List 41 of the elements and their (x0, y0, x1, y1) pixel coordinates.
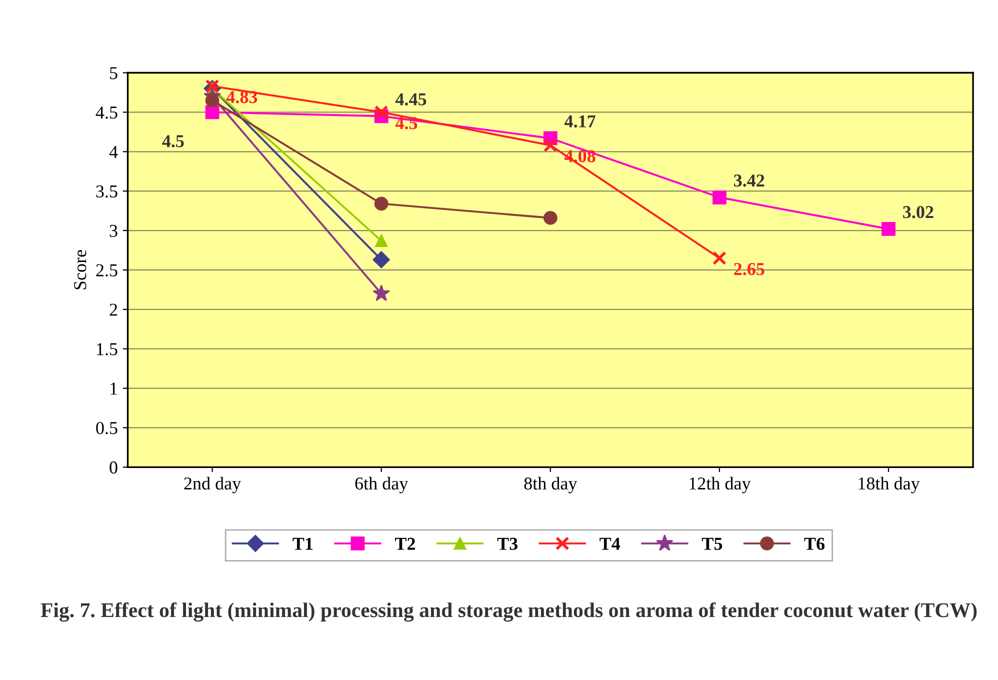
y-tick-label: 2 (110, 304, 118, 316)
x-tick-label: 2nd day (184, 476, 242, 494)
legend-label: T1 (292, 538, 313, 550)
x-tick-label: 18th day (858, 476, 920, 494)
point (205, 93, 220, 108)
y-tick-label: 0 (110, 461, 118, 474)
point (372, 251, 390, 268)
y-tick-label: 4.5 (96, 106, 118, 119)
data-label: 4.17 (564, 115, 596, 128)
y-tick-label: 1.5 (97, 343, 118, 356)
legend-label: T5 (702, 538, 722, 550)
data-label: 2.65 (734, 263, 764, 276)
y-axis-title: Score (74, 250, 86, 290)
y-tick-label: 1 (110, 382, 117, 395)
x-tick-label: 6th day (355, 476, 408, 494)
data-label: 4.45 (395, 93, 426, 106)
data-label: 4.5 (162, 135, 184, 148)
data-label: 3.42 (734, 174, 764, 187)
x-tick-label: 12th day (690, 476, 751, 494)
y-tick-label: 2.5 (96, 264, 118, 276)
y-tick-label: 3.5 (96, 185, 118, 198)
legend-label: T4 (600, 538, 620, 550)
x-tick-label: 8th day (524, 476, 578, 494)
point (374, 105, 388, 120)
point (375, 234, 388, 248)
y-tick-label: 4 (109, 146, 118, 158)
point (372, 284, 390, 302)
legend-label: T3 (497, 538, 518, 550)
legend-label: T2 (394, 538, 416, 550)
y-tick-label: 5 (110, 67, 118, 80)
y-tick-label: 3 (110, 224, 118, 237)
point (882, 222, 896, 236)
legend-label: T6 (804, 538, 825, 550)
text: Fig. 7. Effect of light (minimal) processing and storage methods on aroma of tender coconut water (TCW) (40, 602, 977, 622)
point (712, 190, 726, 204)
point (374, 196, 388, 211)
point (543, 138, 558, 152)
point (712, 251, 726, 266)
y-tick-label: 0.5 (96, 422, 118, 434)
data-label: 3.02 (903, 206, 934, 218)
point (543, 210, 558, 225)
